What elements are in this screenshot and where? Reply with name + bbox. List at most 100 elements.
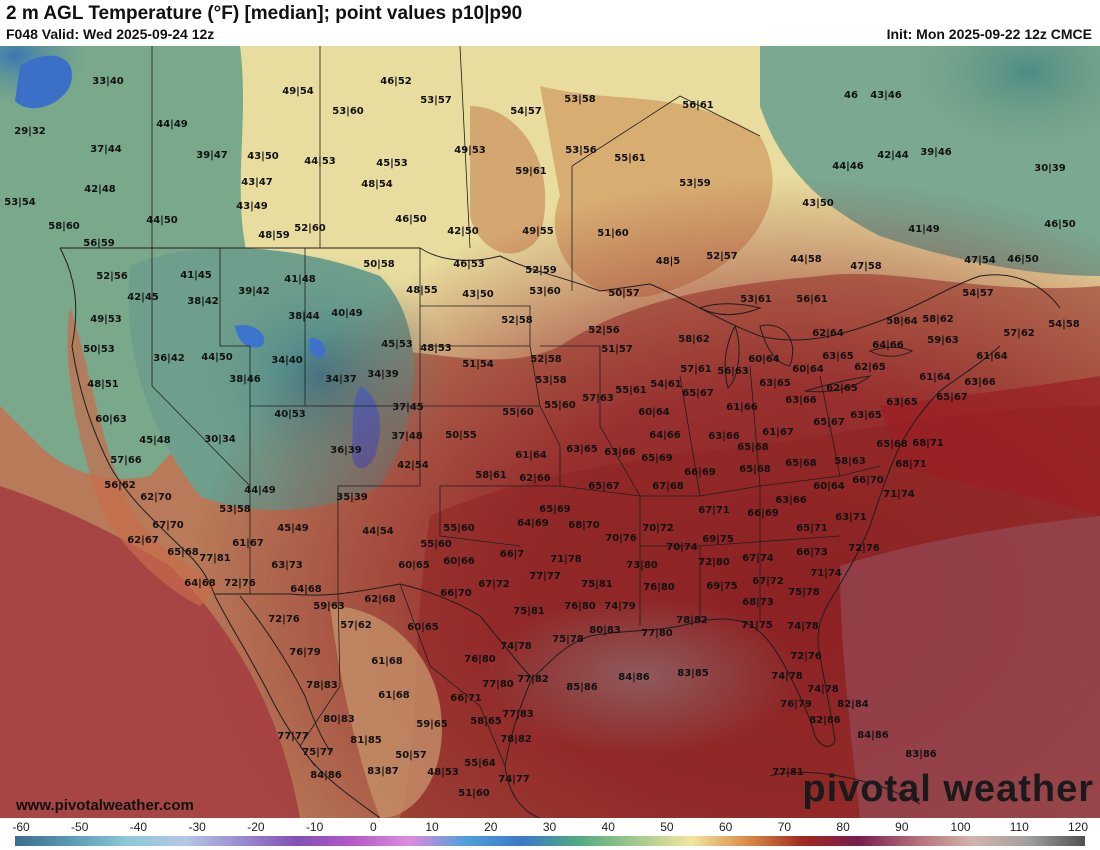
point-value-label: 42|48 <box>84 184 116 195</box>
point-value-label: 44|53 <box>304 156 336 167</box>
point-value-label: 64|66 <box>649 430 681 441</box>
point-value-label: 75|81 <box>581 579 613 590</box>
point-value-label: 48|53 <box>420 343 452 354</box>
point-value-label: 60|65 <box>407 622 439 633</box>
point-value-label: 75|78 <box>788 587 820 598</box>
point-value-label: 65|67 <box>682 388 714 399</box>
point-value-label: 74|78 <box>500 641 532 652</box>
point-value-label: 67|70 <box>152 520 184 531</box>
point-value-label: 77|77 <box>529 571 561 582</box>
point-value-label: 42|54 <box>397 460 429 471</box>
point-value-label: 44|49 <box>156 119 188 130</box>
point-value-label: 48|54 <box>361 179 393 190</box>
point-value-label: 66|70 <box>852 475 884 486</box>
point-value-label: 29|32 <box>14 126 46 137</box>
point-value-label: 68|73 <box>742 597 774 608</box>
point-value-label: 81|85 <box>350 735 382 746</box>
point-value-label: 60|64 <box>748 354 780 365</box>
point-value-label: 53|57 <box>420 95 452 106</box>
point-value-label: 60|64 <box>638 407 670 418</box>
point-value-label: 61|64 <box>919 372 951 383</box>
point-value-label: 74|78 <box>771 671 803 682</box>
point-value-label: 64|69 <box>517 518 549 529</box>
point-value-label: 55|60 <box>443 523 475 534</box>
point-value-label: 46 <box>844 90 858 101</box>
point-value-label: 65|68 <box>876 439 908 450</box>
point-value-label: 77|80 <box>482 679 514 690</box>
point-value-label: 53|60 <box>332 106 364 117</box>
point-value-label: 66|73 <box>796 547 828 558</box>
point-value-label: 72|76 <box>790 651 822 662</box>
colorbar-tick-label: 90 <box>895 820 909 834</box>
point-value-label: 78|82 <box>500 734 532 745</box>
point-value-label: 76|80 <box>564 601 596 612</box>
point-value-label: 49|54 <box>282 86 314 97</box>
point-value-label: 58|63 <box>834 456 866 467</box>
point-value-label: 50|53 <box>83 344 115 355</box>
point-value-label: 42|50 <box>447 226 479 237</box>
point-value-label: 67|74 <box>742 553 774 564</box>
site-url[interactable]: www.pivotalweather.com <box>16 797 194 814</box>
point-value-label: 57|62 <box>340 620 372 631</box>
point-value-label: 61|66 <box>726 402 758 413</box>
point-value-label: 53|60 <box>529 286 561 297</box>
point-value-label: 50|55 <box>445 430 477 441</box>
point-value-label: 49|53 <box>90 314 122 325</box>
point-value-label: 51|60 <box>597 228 629 239</box>
point-value-label: 50|57 <box>608 288 640 299</box>
colorbar-tick-label: 10 <box>425 820 439 834</box>
point-value-label: 61|67 <box>232 538 264 549</box>
brand-logo: pivotal weather <box>802 768 1094 810</box>
point-value-label: 69|75 <box>706 581 738 592</box>
point-value-label: 46|50 <box>1007 254 1039 265</box>
point-value-label: 36|42 <box>153 353 185 364</box>
colorbar-tick-label: -60 <box>12 820 30 834</box>
point-value-label: 65|71 <box>796 523 828 534</box>
point-value-label: 67|71 <box>698 505 730 516</box>
point-value-label: 60|64 <box>792 364 824 375</box>
point-value-label: 71|78 <box>550 554 582 565</box>
point-value-label: 60|64 <box>813 481 845 492</box>
point-value-label: 38|46 <box>229 374 261 385</box>
point-value-label: 75|81 <box>513 606 545 617</box>
point-value-label: 46|53 <box>453 259 485 270</box>
point-value-label: 59|63 <box>313 601 345 612</box>
point-value-label: 46|50 <box>1044 219 1076 230</box>
colorbar-tick-label: -10 <box>305 820 324 834</box>
point-value-label: 37|44 <box>90 144 122 155</box>
point-value-label: 72|76 <box>268 614 300 625</box>
temperature-map[interactable]: 33|40 29|32 37|44 44|49 49|54 46|52 53|57 53|60… <box>0 46 1100 818</box>
point-value-label: 52|60 <box>294 223 326 234</box>
point-value-label: 38|42 <box>187 296 219 307</box>
point-value-label: 52|57 <box>706 251 738 262</box>
point-value-label: 50|57 <box>395 750 427 761</box>
point-value-label: 43|49 <box>236 201 268 212</box>
point-value-label: 65|67 <box>588 481 620 492</box>
point-value-label: 65|69 <box>641 453 673 464</box>
point-value-label: 41|45 <box>180 270 212 281</box>
point-value-label: 66|7 <box>499 549 525 560</box>
point-value-label: 63|66 <box>604 447 636 458</box>
point-value-label: 47|54 <box>964 255 996 266</box>
point-value-label: 65|68 <box>737 442 769 453</box>
point-value-label: 56|61 <box>682 100 714 111</box>
point-value-label: 44|50 <box>146 215 178 226</box>
point-value-label: 52|56 <box>96 271 128 282</box>
point-value-label: 63|65 <box>850 410 882 421</box>
point-value-label: 74|78 <box>787 621 819 632</box>
point-value-label: 82|86 <box>809 715 841 726</box>
point-value-label: 61|68 <box>378 690 410 701</box>
point-value-label: 72|80 <box>698 557 730 568</box>
point-value-label: 51|60 <box>458 788 490 799</box>
point-value-label: 84|86 <box>857 730 889 741</box>
colorbar-tick-label: 100 <box>950 820 971 834</box>
point-value-label: 58|64 <box>886 316 918 327</box>
point-value-label: 53|61 <box>740 294 772 305</box>
point-value-label: 63|65 <box>822 351 854 362</box>
point-value-label: 52|58 <box>501 315 533 326</box>
point-value-label: 60|65 <box>398 560 430 571</box>
point-value-label: 50|58 <box>363 259 395 270</box>
colorbar-tick-label: 50 <box>660 820 674 834</box>
colorbar-tick-label: -20 <box>247 820 265 834</box>
point-value-label: 61|64 <box>976 351 1008 362</box>
